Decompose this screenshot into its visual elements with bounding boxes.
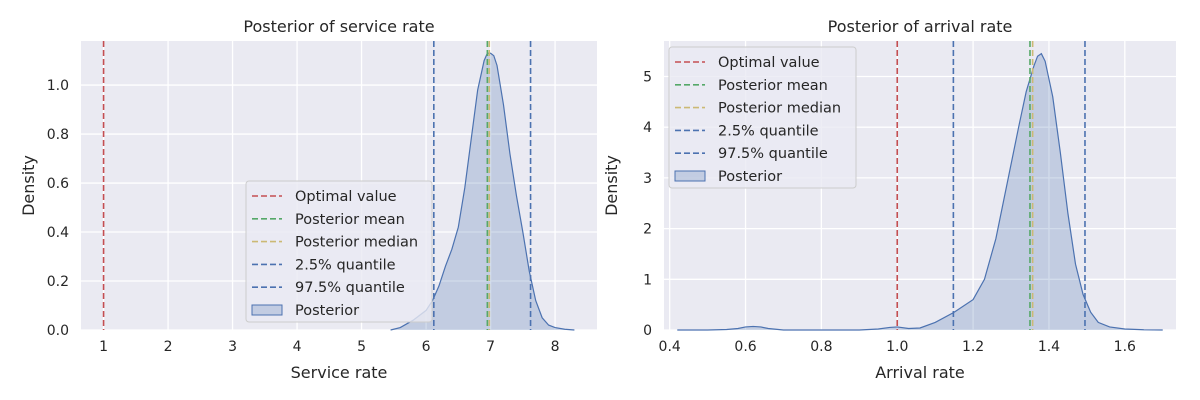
- legend-quantile-2-5-label: 2.5% quantile: [295, 257, 396, 273]
- posterior-density-fill: [390, 53, 575, 330]
- legend: Optimal value Posterior mean Posterior med…: [245, 180, 433, 323]
- x-tick-label: 1.0: [886, 339, 908, 355]
- x-tick-label: 1.6: [1114, 339, 1136, 355]
- y-tick-label: 4: [643, 120, 652, 136]
- y-axis-label: Density: [19, 155, 38, 216]
- x-axis-label: Service rate: [291, 363, 388, 382]
- y-tick-label: 5: [643, 69, 652, 85]
- y-tick-label: 0.8: [47, 127, 69, 143]
- chart-title: Posterior of arrival rate: [828, 17, 1013, 36]
- legend-posterior-swatch: [674, 170, 706, 182]
- x-tick-label: 2: [164, 339, 173, 355]
- legend-posterior-mean-label: Posterior mean: [295, 212, 405, 228]
- y-tick-label: 0.2: [47, 274, 69, 290]
- x-tick-label: 6: [422, 339, 431, 355]
- posterior-density-fill: [677, 53, 1163, 331]
- legend-posterior-swatch: [251, 304, 283, 316]
- legend-box: [668, 46, 857, 189]
- y-tick-label: 0: [643, 323, 652, 339]
- legend-quantile-97-5-label: 97.5% quantile: [718, 146, 828, 162]
- legend-posterior-label: Posterior: [718, 169, 782, 185]
- y-tick-label: 0.4: [47, 225, 69, 241]
- y-tick-label: 1.0: [47, 78, 69, 94]
- service-rate-panel: 1 2 3 4 5 6 7 8 0.0 0.2 0.4 0.6 0.8 1.0 Posterior of s…: [19, 17, 597, 382]
- x-tick-label: 8: [551, 339, 560, 355]
- posterior-density-line: [677, 52, 1163, 331]
- legend-quantile-2-5-label: 2.5% quantile: [718, 123, 819, 139]
- x-tick-label: 1.2: [962, 339, 984, 355]
- legend-posterior-label: Posterior: [295, 303, 359, 319]
- arrival-rate-panel: 0.4 0.6 0.8 1.0 1.2 1.4 1.6 0 1 2 3 4 5 Posterior of …: [602, 17, 1176, 382]
- legend-optimal-value-label: Optimal value: [718, 55, 820, 71]
- x-tick-label: 1: [99, 339, 108, 355]
- y-tick-label: 3: [643, 171, 652, 187]
- x-tick-label: 0.4: [659, 339, 681, 355]
- legend-posterior-median-label: Posterior median: [718, 101, 841, 117]
- x-axis-label: Arrival rate: [875, 363, 965, 382]
- x-tick-label: 3: [228, 339, 237, 355]
- y-tick-label: 1: [643, 272, 652, 288]
- x-tick-label: 1.4: [1038, 339, 1060, 355]
- chart-title: Posterior of service rate: [243, 17, 434, 36]
- y-tick-label: 2: [643, 222, 652, 238]
- x-tick-label: 4: [293, 339, 302, 355]
- x-tick-label: 0.6: [734, 339, 756, 355]
- legend-box: [245, 180, 433, 323]
- y-tick-label: 0.0: [47, 323, 69, 339]
- x-tick-label: 7: [486, 339, 495, 355]
- y-tick-label: 0.6: [47, 176, 69, 192]
- legend-posterior-mean-label: Posterior mean: [718, 78, 828, 94]
- legend-optimal-value-label: Optimal value: [295, 189, 397, 205]
- legend-posterior-median-label: Posterior median: [295, 235, 418, 251]
- y-axis-label: Density: [602, 155, 621, 216]
- legend-quantile-97-5-label: 97.5% quantile: [295, 280, 405, 296]
- x-tick-label: 5: [357, 339, 366, 355]
- x-tick-label: 0.8: [810, 339, 832, 355]
- legend: Optimal value Posterior mean Posterior med…: [668, 46, 857, 189]
